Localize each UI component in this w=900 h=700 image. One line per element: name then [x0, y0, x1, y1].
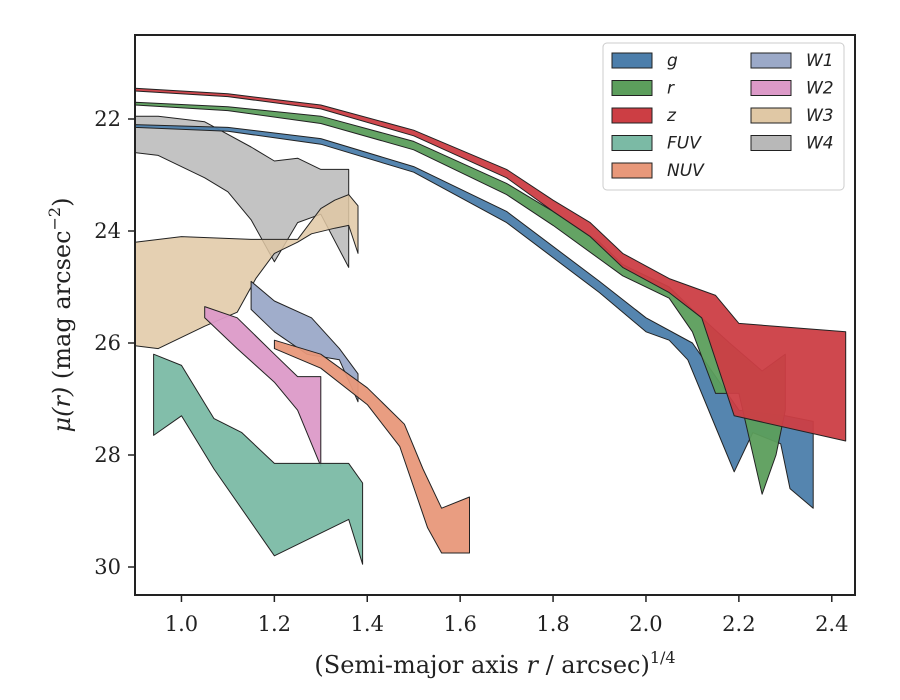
series-band-nuv — [273, 339, 470, 554]
series-band-w1 — [250, 280, 359, 403]
legend-label: W4 — [806, 134, 834, 154]
legend-swatch — [611, 80, 653, 96]
series-band-fuv — [153, 353, 364, 565]
x-tick-label: 1.4 — [351, 612, 384, 636]
legend-label: FUV — [667, 134, 702, 154]
legend-swatch — [750, 52, 792, 69]
x-axis-title-var: r — [526, 651, 539, 679]
series-band-z — [135, 87, 847, 442]
legend-item-w1: W1 — [750, 51, 834, 71]
legend-label: W3 — [806, 106, 834, 126]
legend-box — [602, 42, 845, 191]
plot-frame — [134, 34, 856, 596]
legend-swatch — [611, 52, 653, 69]
series-bands — [135, 87, 847, 565]
legend-label: W1 — [806, 51, 834, 71]
legend: grz FUV NUV W1 W2 W3 W4 — [602, 42, 845, 191]
legend-swatch — [611, 162, 653, 179]
x-tick-label: 1.0 — [165, 612, 198, 636]
x-axis: 1.0 1.2 1.4 1.6 1.8 2.0 2.2 2.4 — [165, 595, 848, 636]
legend-swatch — [750, 135, 792, 151]
legend-swatch — [611, 107, 653, 124]
y-axis: 22 24 26 28 30 — [94, 107, 135, 579]
legend-item-nuv: NUV — [611, 161, 705, 181]
x-axis-title-mid: / arcsec) — [538, 651, 650, 679]
series-band-w4 — [135, 115, 350, 268]
series-band-w3 — [135, 194, 359, 350]
legend-label: NUV — [667, 161, 705, 181]
y-tick-label: 30 — [94, 555, 121, 579]
legend-item-w3: W3 — [750, 106, 834, 126]
legend-swatch — [750, 107, 792, 124]
legend-label: r — [667, 79, 675, 99]
series-band-r — [135, 101, 786, 495]
y-tick-label: 26 — [94, 331, 121, 355]
legend-item-z: z — [611, 106, 677, 126]
x-axis-title: (Semi-major axis r / arcsec)1/4 — [314, 648, 675, 679]
series-band-g — [135, 124, 814, 509]
y-tick-label: 28 — [94, 443, 121, 467]
x-tick-label: 1.2 — [258, 612, 291, 636]
legend-item-w2: W2 — [750, 79, 834, 99]
legend-swatch — [611, 135, 653, 151]
y-tick-label: 22 — [94, 107, 121, 131]
x-tick-label: 1.6 — [443, 612, 476, 636]
legend-item-r: r — [611, 79, 675, 99]
legend-item-w4: W4 — [750, 134, 834, 154]
y-axis-title-mid: (mag arcsec — [48, 230, 76, 386]
legend-label: z — [666, 106, 677, 126]
y-axis-title-sup: −2 — [45, 207, 64, 231]
y-axis-title-post: ) — [48, 198, 76, 207]
y-axis-title: μ(r) (mag arcsec−2) — [45, 198, 76, 433]
x-axis-title-sup: 1/4 — [650, 648, 676, 667]
legend-swatch — [750, 80, 792, 96]
y-axis-title-var: μ(r) — [48, 387, 76, 433]
x-tick-label: 2.4 — [815, 612, 848, 636]
x-tick-label: 2.2 — [722, 612, 755, 636]
legend-item-fuv: FUV — [611, 134, 702, 154]
x-axis-title-pre: (Semi-major axis — [314, 651, 526, 679]
legend-item-g: g — [611, 51, 678, 71]
legend-label: W2 — [806, 79, 834, 99]
x-tick-label: 2.0 — [629, 612, 662, 636]
y-tick-label: 24 — [94, 219, 121, 243]
x-tick-label: 1.8 — [536, 612, 569, 636]
legend-label: g — [667, 51, 678, 71]
